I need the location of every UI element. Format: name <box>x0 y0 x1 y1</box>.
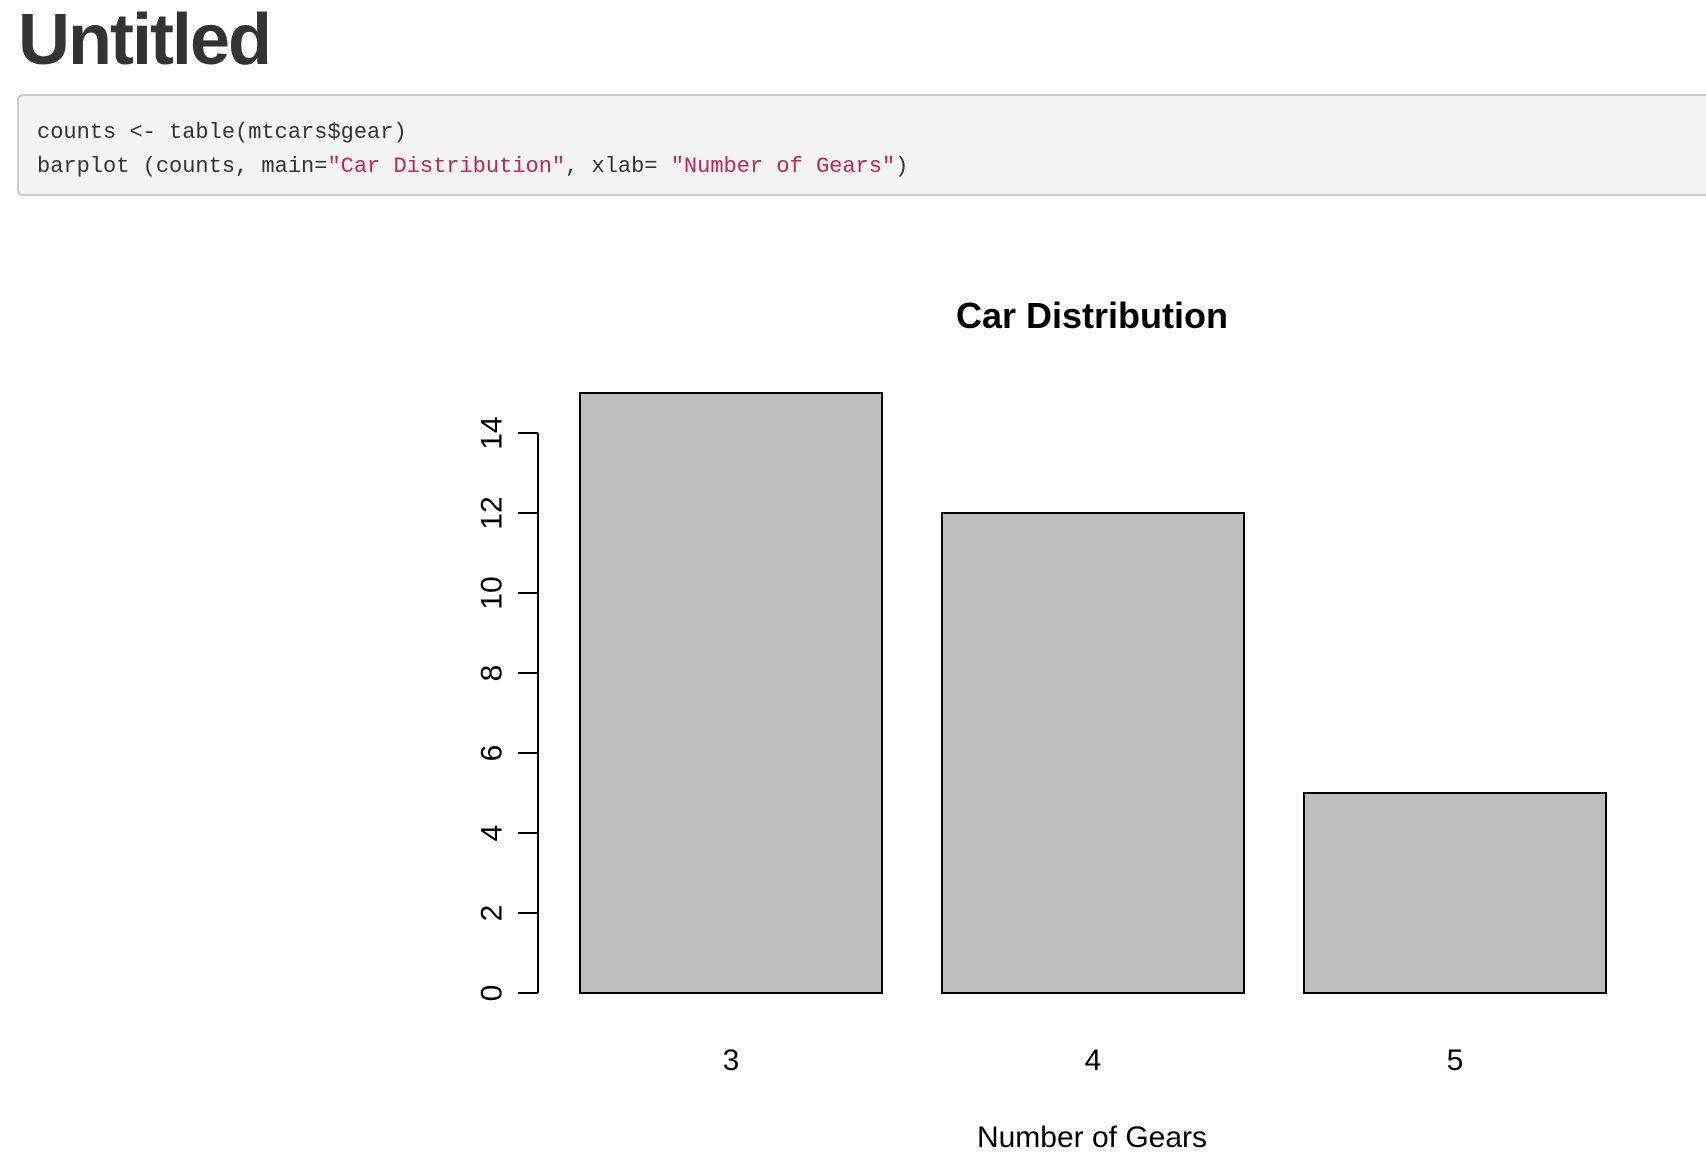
x-tick-label: 5 <box>1447 1044 1464 1077</box>
x-tick-label: 3 <box>723 1044 740 1077</box>
y-axis: 0 2 4 6 8 10 12 14 <box>476 416 539 1001</box>
code-line-1: counts <- table(mtcars$gear) <box>37 120 407 145</box>
code-block: counts <- table(mtcars$gear) barplot (cou… <box>17 94 1706 196</box>
x-tick-label: 4 <box>1085 1044 1102 1077</box>
y-tick-label: 4 <box>476 825 509 842</box>
code-string-xlab: "Number of Gears" <box>670 154 896 179</box>
bar-3 <box>579 392 883 994</box>
bars-group <box>579 392 1607 994</box>
code-line-2-middle: , xlab= <box>565 154 671 179</box>
code-line-2-suffix: ) <box>895 154 909 179</box>
y-tick-label: 12 <box>476 496 509 529</box>
y-tick-label: 0 <box>476 985 509 1002</box>
code-line-2-prefix: barplot (counts, main= <box>37 154 328 179</box>
bar-5 <box>1303 792 1607 994</box>
y-tick-label: 8 <box>476 665 509 682</box>
x-axis-label: Number of Gears <box>977 1121 1207 1154</box>
chart-title: Car Distribution <box>956 295 1228 336</box>
page-title: Untitled <box>18 0 272 80</box>
bar-4 <box>941 512 1245 994</box>
y-tick-label: 10 <box>476 576 509 609</box>
code-line-2: barplot (counts, main="Car Distribution"… <box>37 150 1706 184</box>
y-tick-label: 14 <box>476 416 509 449</box>
code-string-main: "Car Distribution" <box>327 154 566 179</box>
x-axis-labels: 3 4 5 <box>723 1044 1464 1077</box>
y-tick-label: 6 <box>476 745 509 762</box>
y-tick-label: 2 <box>476 905 509 922</box>
